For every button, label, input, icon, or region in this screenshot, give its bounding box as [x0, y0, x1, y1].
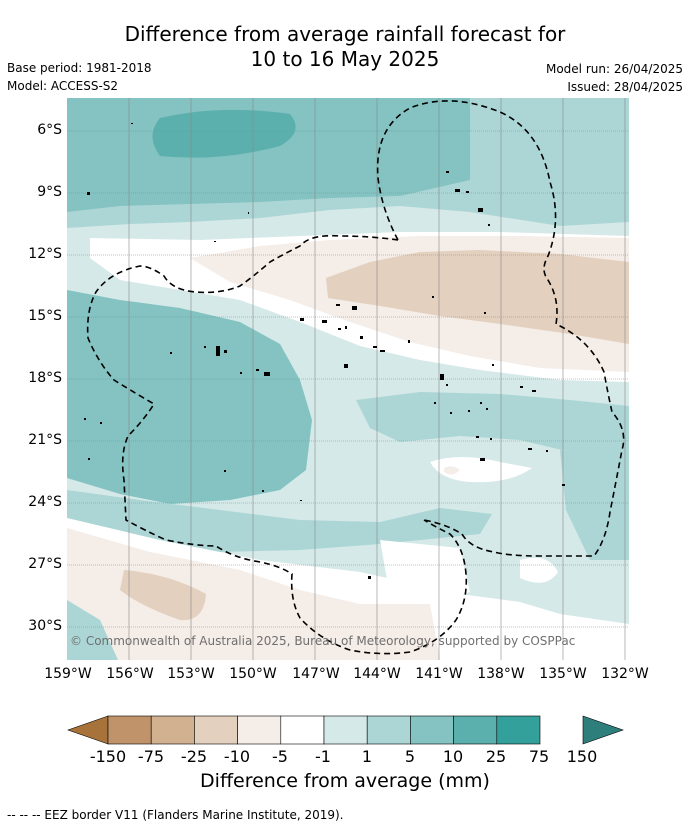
colorbar-label: 25 — [485, 747, 507, 766]
title-line-1: Difference from average rainfall forecas… — [124, 22, 566, 46]
colorbar-label: -75 — [137, 747, 165, 766]
colorbar-swatch — [237, 715, 282, 745]
lon-label-144w: 144°W — [353, 666, 401, 682]
map-metadata-right: Model run: 26/04/2025 Issued: 28/04/2025 — [546, 60, 683, 96]
lon-label-141w: 141°W — [415, 666, 463, 682]
issued-date: Issued: 28/04/2025 — [567, 80, 683, 94]
lat-label-21s: 21°S — [28, 432, 62, 448]
lat-label-27s: 27°S — [28, 556, 62, 572]
colorbar-title: Difference from average (mm) — [200, 770, 490, 792]
colorbar-label: -1 — [315, 747, 331, 766]
rainfall-field — [67, 98, 629, 660]
field-south-wet — [67, 490, 492, 552]
colorbar-label: 1 — [361, 747, 373, 766]
colorbar-label: -150 — [89, 747, 127, 766]
field-east-mid — [356, 392, 629, 470]
field-south-neutral-2 — [380, 540, 470, 604]
lat-label-15s: 15°S — [28, 308, 62, 324]
field-dry-core — [326, 250, 629, 344]
graticule — [67, 98, 629, 660]
base-period: Base period: 1981-2018 — [7, 61, 152, 75]
colorbar-label: 10 — [442, 747, 464, 766]
colorbar-arrow-right — [582, 715, 624, 745]
lat-label-6s: 6°S — [37, 122, 62, 138]
lon-label-147w: 147°W — [292, 666, 340, 682]
colorbar-swatch — [150, 715, 195, 745]
lat-label-24s: 24°S — [28, 494, 62, 510]
lon-label-159w: 159°W — [44, 666, 92, 682]
lon-label-132w: 132°W — [601, 666, 649, 682]
colorbar-arrow-left — [67, 715, 109, 745]
colorbar-swatch — [323, 715, 368, 745]
field-north-max — [152, 109, 296, 158]
eez-border — [86, 100, 625, 655]
map-metadata-left: Base period: 1981-2018 Model: ACCESS-S2 — [7, 59, 152, 95]
colorbar-swatch — [366, 715, 411, 745]
model-run: Model run: 26/04/2025 — [545, 62, 683, 76]
lat-label-12s: 12°S — [28, 246, 62, 262]
colorbar-label: -10 — [223, 747, 251, 766]
lon-label-153w: 153°W — [167, 666, 215, 682]
colorbar-label: -25 — [180, 747, 208, 766]
eez-footnote: -- -- -- EEZ border V11 (Flanders Marine… — [7, 808, 344, 822]
colorbar-label: 75 — [528, 747, 550, 766]
field-east-neutral — [430, 457, 532, 483]
colorbar-swatch — [496, 715, 541, 745]
field-southeast-neutral — [520, 557, 558, 583]
copyright-notice: © Commonwealth of Australia 2025, Bureau… — [70, 634, 576, 648]
field-south-dry — [67, 528, 440, 660]
field-west-wet — [67, 290, 312, 504]
lon-label-156w: 156°W — [106, 666, 154, 682]
map-title: Difference from average rainfall forecas… — [0, 22, 690, 72]
title-line-2: 10 to 16 May 2025 — [250, 47, 440, 71]
model-name: Model: ACCESS-S2 — [7, 79, 119, 93]
colorbar-label: 150 — [566, 747, 598, 766]
field-south-dry-core — [120, 570, 206, 621]
lon-label-135w: 135°W — [539, 666, 587, 682]
colorbar-swatch — [280, 715, 325, 745]
field-southeast-wet — [560, 450, 629, 560]
colorbar — [67, 715, 624, 745]
lat-label-18s: 18°S — [28, 370, 62, 386]
lon-label-150w: 150°W — [229, 666, 277, 682]
colorbar-swatch — [194, 715, 238, 745]
colorbar-swatch — [107, 715, 152, 745]
field-east-dry-spot — [444, 466, 460, 475]
colorbar-label: 5 — [404, 747, 416, 766]
lat-label-30s: 30°S — [28, 618, 62, 634]
colorbar-label: -5 — [272, 747, 288, 766]
colorbar-swatch — [453, 715, 498, 745]
lon-label-138w: 138°W — [477, 666, 525, 682]
field-southwest-wet — [67, 600, 118, 660]
lat-label-9s: 9°S — [37, 184, 62, 200]
islands — [84, 123, 565, 579]
colorbar-swatch — [410, 715, 454, 745]
